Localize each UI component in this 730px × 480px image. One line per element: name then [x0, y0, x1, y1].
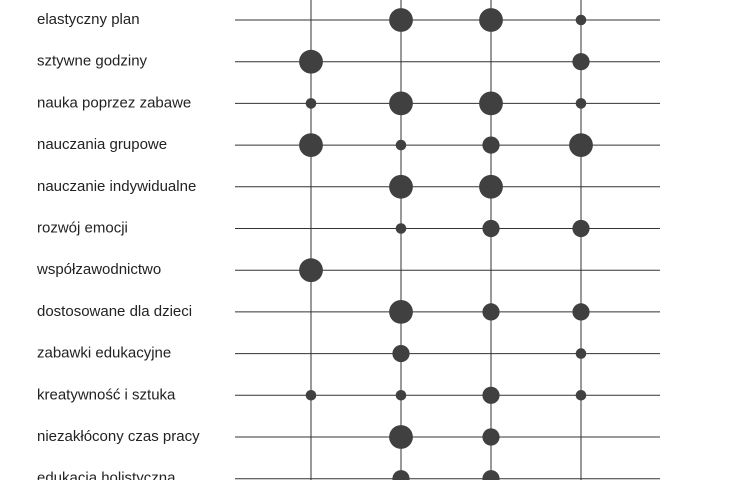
- dot: [395, 390, 407, 401]
- dot: [392, 345, 410, 363]
- dot: [575, 14, 587, 26]
- dot: [482, 386, 500, 404]
- row-label: edukacja holistyczna: [37, 470, 176, 480]
- dot: [299, 258, 323, 283]
- dot: [569, 133, 593, 158]
- dot: [572, 303, 590, 321]
- dot: [479, 8, 503, 32]
- row-label: nauczania grupowe: [37, 136, 167, 153]
- dot: [482, 470, 500, 480]
- dot: [395, 223, 407, 234]
- row-label: dostosowane dla dzieci: [37, 303, 192, 320]
- dot: [572, 53, 590, 71]
- dot: [305, 390, 317, 401]
- dot: [572, 219, 590, 238]
- dot: [389, 174, 413, 199]
- dot: [482, 428, 500, 446]
- dot: [479, 91, 503, 116]
- dot: [575, 390, 587, 401]
- dot: [395, 139, 407, 151]
- row-label: zabawki edukacyjne: [37, 345, 171, 362]
- dot: [392, 470, 410, 480]
- row-label: współzawodnictwo: [36, 261, 161, 278]
- dot: [482, 303, 500, 321]
- dot: [299, 49, 323, 74]
- row-label: niezakłócony czas pracy: [37, 428, 200, 445]
- row-label: kreatywność i sztuka: [37, 386, 176, 403]
- row-label: nauczanie indywidualne: [37, 178, 196, 195]
- dot: [482, 136, 500, 154]
- row-label: rozwój emocji: [37, 219, 128, 236]
- dot: [575, 348, 587, 359]
- row-label: sztywne godziny: [37, 53, 148, 70]
- dot: [305, 98, 317, 109]
- row-label: elastyczny plan: [37, 11, 140, 28]
- dot: [482, 219, 500, 238]
- dot: [479, 174, 503, 199]
- row-label: nauka poprzez zabawe: [37, 94, 191, 111]
- dot: [389, 8, 413, 32]
- dot: [389, 91, 413, 116]
- dot: [389, 425, 413, 449]
- dot: [389, 300, 413, 324]
- dot: [299, 133, 323, 158]
- dot: [575, 98, 587, 109]
